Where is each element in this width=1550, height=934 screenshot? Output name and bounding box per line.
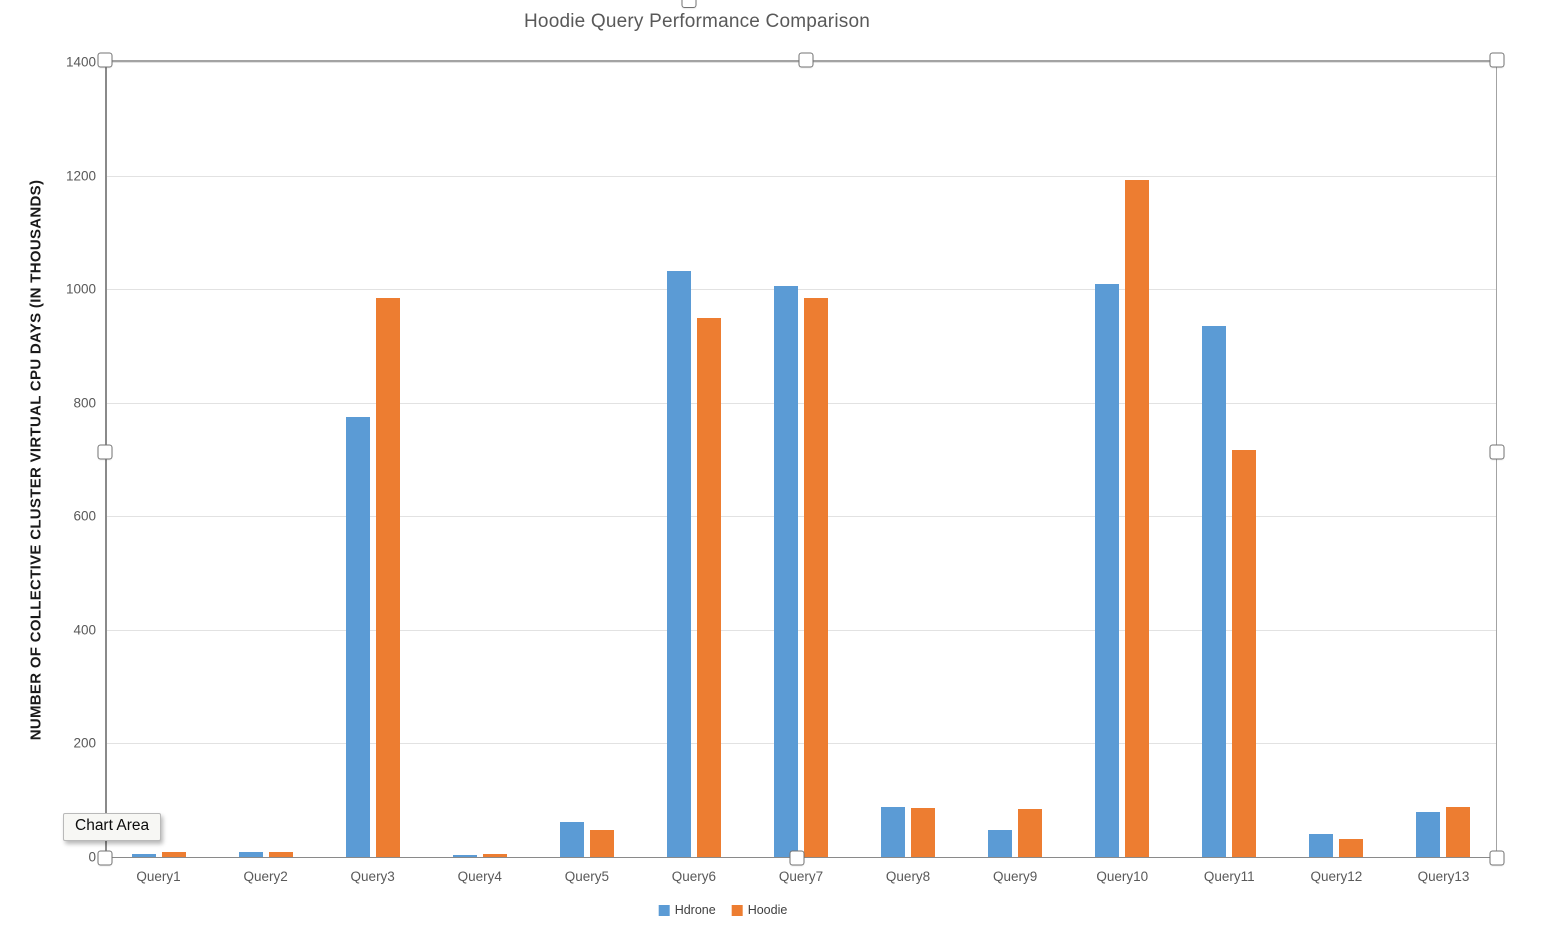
bar-hdrone-query4[interactable] [452,854,477,857]
y-tick-label: 0 [88,849,96,865]
resize-handle-bottom-right[interactable] [1489,850,1505,866]
bar-hdrone-query5[interactable] [559,821,584,857]
x-axis-label[interactable]: Query6 [671,869,717,884]
resize-handle-top-center[interactable] [798,52,814,68]
y-tick-label: 1400 [65,54,96,70]
bar-hdrone-query6[interactable] [666,270,691,857]
bar-hoodie-query1[interactable] [161,851,186,857]
bar-hdrone-query10[interactable] [1095,284,1120,857]
x-axis-label[interactable]: Query5 [564,869,609,884]
bar-hoodie-query11[interactable] [1232,449,1257,857]
bar-hdrone-query2[interactable] [238,851,263,857]
resize-handle-top-right[interactable] [1489,52,1505,68]
legend[interactable]: Hdrone Hoodie [658,903,788,917]
bar-hoodie-query9[interactable] [1018,809,1043,857]
bar-hoodie-query6[interactable] [696,317,721,857]
y-axis-title[interactable]: NUMBER OF COLLECTIVE CLUSTER VIRTUAL CPU… [27,179,45,741]
chart-object-top-handle[interactable] [681,0,697,8]
bar-hdrone-query7[interactable] [774,286,798,857]
x-axis-label[interactable]: Query7 [778,869,824,884]
bar-hdrone-query8[interactable] [881,807,906,857]
bar-hdrone-query1[interactable] [131,854,156,857]
bar-hdrone-query13[interactable] [1416,812,1441,857]
gridline [105,402,1497,404]
resize-handle-bottom-left[interactable] [97,850,113,866]
legend-swatch-icon [658,904,670,916]
y-tick-label: 600 [73,508,96,524]
bar-hdrone-query12[interactable] [1309,834,1334,857]
bar-hdrone-query11[interactable] [1202,326,1227,857]
bar-hoodie-query10[interactable] [1125,179,1150,857]
bar-hdrone-query3[interactable] [345,416,370,857]
bar-hoodie-query3[interactable] [375,297,400,857]
x-axis-label[interactable]: Query1 [136,869,181,884]
resize-handle-middle-right[interactable] [1489,444,1505,460]
legend-swatch-icon [731,904,743,916]
legend-item-hoodie[interactable]: Hoodie [731,903,788,917]
x-axis-label[interactable]: Query4 [457,869,502,884]
x-axis-label[interactable]: Query8 [885,869,931,884]
bar-hoodie-query2[interactable] [268,851,293,857]
legend-item-hdrone[interactable]: Hdrone [658,903,716,917]
legend-label: Hoodie [747,903,788,917]
bar-hoodie-query4[interactable] [482,854,507,857]
bar-hoodie-query13[interactable] [1446,807,1471,857]
y-tick-label: 800 [73,395,96,411]
gridline [105,289,1497,291]
y-tick-label: 1000 [65,281,96,297]
resize-handle-bottom-center[interactable] [789,850,805,866]
y-tick-label: 400 [73,622,96,638]
gridline [105,743,1497,745]
bar-hdrone-query9[interactable] [988,829,1013,857]
x-axis-label[interactable]: Query13 [1417,869,1470,884]
gridline [105,516,1497,518]
chart-area-tooltip-label: Chart Area [75,817,150,834]
bar-hoodie-query8[interactable] [911,808,936,857]
chart-title[interactable]: Hoodie Query Performance Comparison [524,11,870,32]
y-tick-label: 1200 [65,168,96,184]
y-tick-label: 200 [73,735,96,751]
plot-area[interactable] [105,60,1497,858]
resize-handle-middle-left[interactable] [97,444,113,460]
x-axis-label[interactable]: Query12 [1310,869,1363,884]
gridline [105,629,1497,631]
x-axis-label[interactable]: Query3 [350,869,395,884]
resize-handle-top-left[interactable] [97,52,113,68]
legend-label: Hdrone [674,903,716,917]
chart-area-tooltip: Chart Area [63,813,162,841]
bar-hoodie-query12[interactable] [1339,838,1364,857]
x-axis-label[interactable]: Query10 [1096,869,1149,884]
x-axis-label[interactable]: Query2 [243,869,288,884]
bar-hoodie-query5[interactable] [589,829,614,857]
x-axis-label[interactable]: Query11 [1203,869,1255,884]
gridline [105,175,1497,177]
x-axis-label[interactable]: Query9 [993,869,1038,884]
bar-hoodie-query7[interactable] [804,297,828,857]
